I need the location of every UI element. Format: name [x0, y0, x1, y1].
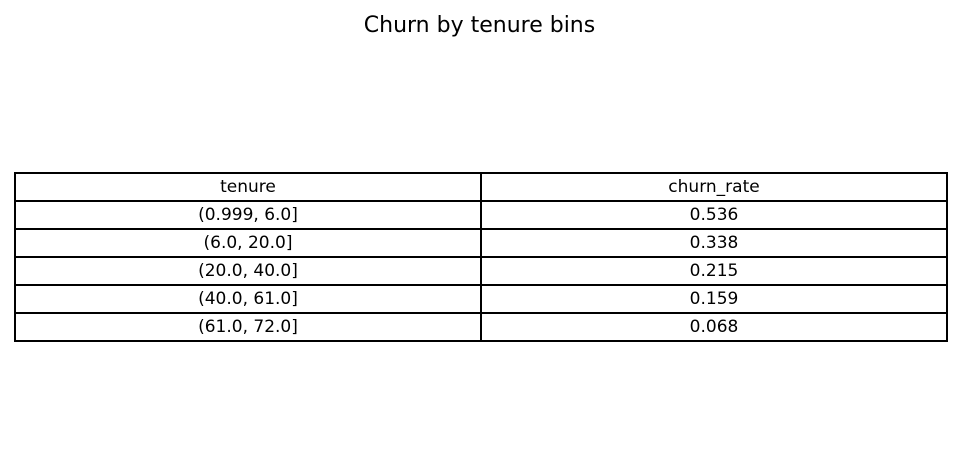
table-row: (61.0, 72.0] 0.068 [14, 312, 948, 342]
table-row: (6.0, 20.0] 0.338 [14, 228, 948, 258]
churn-rate-cell: 0.068 [480, 312, 948, 342]
churn-rate-cell: 0.338 [480, 228, 948, 258]
table-row: (0.999, 6.0] 0.536 [14, 200, 948, 230]
tenure-cell: (40.0, 61.0] [14, 284, 482, 314]
column-header-tenure: tenure [14, 172, 482, 202]
churn-rate-cell: 0.159 [480, 284, 948, 314]
column-header-churn-rate: churn_rate [480, 172, 948, 202]
data-table: tenure churn_rate (0.999, 6.0] 0.536 (6.… [14, 172, 948, 342]
table-container: tenure churn_rate (0.999, 6.0] 0.536 (6.… [14, 172, 948, 342]
table-row: (40.0, 61.0] 0.159 [14, 284, 948, 314]
tenure-cell: (6.0, 20.0] [14, 228, 482, 258]
tenure-cell: (20.0, 40.0] [14, 256, 482, 286]
chart-title: Churn by tenure bins [363, 13, 596, 38]
table-row: (20.0, 40.0] 0.215 [14, 256, 948, 286]
tenure-cell: (61.0, 72.0] [14, 312, 482, 342]
churn-rate-cell: 0.215 [480, 256, 948, 286]
tenure-cell: (0.999, 6.0] [14, 200, 482, 230]
churn-rate-cell: 0.536 [480, 200, 948, 230]
table-header-row: tenure churn_rate [14, 172, 948, 202]
